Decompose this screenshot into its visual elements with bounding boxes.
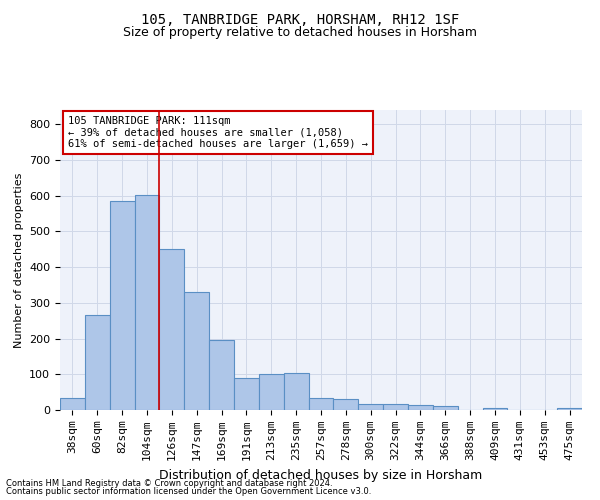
Bar (482, 408, 508, 410)
Bar (284, 372, 308, 410)
Bar (234, 378, 259, 410)
Bar (334, 398, 358, 410)
Bar (433, 406, 458, 410)
Text: Size of property relative to detached houses in Horsham: Size of property relative to detached ho… (123, 26, 477, 39)
X-axis label: Distribution of detached houses by size in Horsham: Distribution of detached houses by size … (160, 468, 482, 481)
Text: Contains public sector information licensed under the Open Government Licence v3: Contains public sector information licen… (6, 487, 371, 496)
Bar (134, 195, 160, 410)
Text: 105, TANBRIDGE PARK, HORSHAM, RH12 1SF: 105, TANBRIDGE PARK, HORSHAM, RH12 1SF (141, 12, 459, 26)
Y-axis label: Number of detached properties: Number of detached properties (14, 172, 23, 348)
Bar (358, 404, 383, 410)
Text: 105 TANBRIDGE PARK: 111sqm
← 39% of detached houses are smaller (1,058)
61% of s: 105 TANBRIDGE PARK: 111sqm ← 39% of deta… (68, 116, 368, 149)
Bar (259, 374, 284, 410)
Bar (383, 404, 408, 410)
Bar (408, 406, 433, 410)
Bar (60, 398, 85, 410)
Bar (557, 408, 582, 410)
Bar (110, 201, 134, 410)
Bar (85, 316, 110, 410)
Bar (209, 340, 234, 410)
Bar (184, 292, 209, 410)
Bar (308, 398, 334, 410)
Text: Contains HM Land Registry data © Crown copyright and database right 2024.: Contains HM Land Registry data © Crown c… (6, 478, 332, 488)
Bar (160, 248, 184, 410)
